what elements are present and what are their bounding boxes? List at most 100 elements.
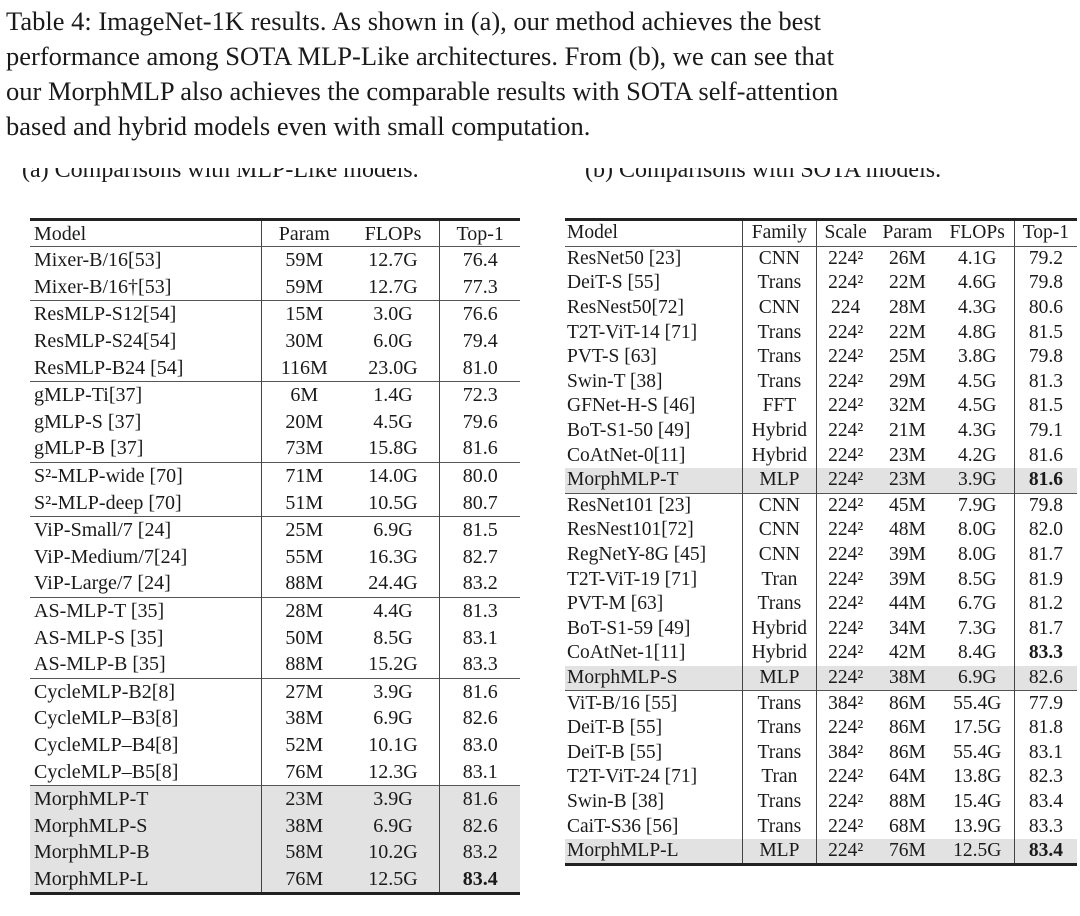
cell-top-1: 83.3 [439, 650, 520, 678]
cell-model: AS-MLP-B [35] [34, 653, 166, 676]
cell-top-1: 81.0 [439, 354, 520, 382]
table-row: S²-MLP-wide [70] 71M 14.0G 80.0 [30, 461, 520, 490]
caption-line: based and hybrid models even with small … [6, 111, 591, 141]
cell-family: CNN [741, 542, 817, 568]
cell-family: CNN [741, 492, 817, 519]
cell-top-1: 77.9 [1013, 690, 1077, 716]
cell-flops: 3.9G [346, 677, 440, 706]
cell-flops: 3.9G [346, 784, 440, 813]
cell-top-1: 83.1 [1013, 740, 1077, 766]
cell-param: 45M [874, 492, 941, 519]
cell-model: ResMLP-B24 [54] [34, 356, 184, 379]
cell-flops: 8.4G [957, 642, 997, 664]
cell-top-1: 81.6 [439, 784, 520, 813]
cell-model: Swin-T [38] [567, 370, 663, 392]
cell-flops: 7.3G [957, 617, 997, 639]
table-row: GFNet-H-S [46] FFT 224² 32M 4.5G 81.5 [565, 394, 1077, 419]
table-row: ResNest101[72] CNN 224² 48M 8.0G 82.0 [565, 518, 1077, 543]
cell-scale: 224 [816, 295, 875, 321]
cell-model: DeiT-B [55] [567, 741, 663, 763]
cell-model: gMLP-B [37] [34, 437, 144, 460]
table-row: CycleMLP–B4[8] 52M 10.1G 83.0 [30, 731, 520, 759]
cell-model: CycleMLP–B3[8] [34, 707, 179, 730]
caption-line: our MorphMLP also achieves the comparabl… [6, 76, 839, 106]
table-row: ResMLP-B24 [54] 116M 23.0G 81.0 [30, 354, 520, 382]
column-header: Model [565, 218, 743, 247]
cell-param: 25M [888, 346, 926, 368]
cell-flops: 13.9G [953, 815, 1002, 837]
cell-scale: 224² [816, 838, 875, 867]
table-row: DeiT-S [55] Trans 224² 22M 4.6G 79.8 [565, 271, 1077, 296]
cell-scale: 224² [816, 789, 875, 815]
cell-param: 68M [888, 815, 926, 837]
cell-scale: 224² [816, 665, 875, 691]
cell-scale: 224² [816, 418, 875, 444]
table-row: AS-MLP-S [35] 50M 8.5G 83.1 [30, 624, 520, 651]
cell-flops: 8.5G [957, 568, 997, 590]
cell-model: CoAtNet-0[11] [567, 444, 686, 466]
cell-scale: 224² [816, 394, 875, 419]
cell-family: Trans [741, 369, 817, 395]
cell-scale: 224² [816, 246, 875, 272]
cell-family: CNN [741, 295, 817, 321]
cell-family: MLP [741, 838, 817, 867]
cell-top-1: 76.4 [439, 246, 520, 274]
cell-family: CNN [741, 246, 817, 272]
table-row: DeiT-B [55] Trans 224² 86M 17.5G 81.8 [565, 715, 1077, 741]
cell-family: Hybrid [741, 418, 817, 444]
cell-family: Trans [741, 789, 817, 815]
cell-param: 73M [260, 435, 347, 463]
cell-family: Trans [741, 740, 817, 766]
cell-scale: 224² [816, 443, 875, 468]
cell-model: gMLP-Ti[37] [30, 380, 262, 409]
cell-param: 55M [260, 543, 347, 571]
table-row: Mixer-B/16†[53] 59M 12.7G 77.3 [30, 273, 520, 301]
cell-model: MorphMLP-L [565, 838, 743, 867]
cell-param: 88M [260, 570, 347, 598]
cell-family: FFT [741, 394, 817, 419]
table-row: gMLP-Ti[37] 6M 1.4G 72.3 [30, 380, 520, 409]
table-row: PVT-S [63] Trans 224² 25M 3.8G 79.8 [565, 344, 1077, 370]
cell-flops: 4.5G [957, 395, 997, 417]
cell-flops: 14.0G [346, 461, 440, 490]
cell-param: 38M [260, 812, 347, 840]
cell-top-1: 81.6 [439, 435, 520, 463]
cell-model: S²-MLP-deep [70] [34, 491, 182, 514]
cell-param: 23M [874, 467, 941, 494]
table-row: ResNet101 [23] CNN 224² 45M 7.9G 79.8 [565, 492, 1077, 519]
cell-flops: 8.0G [957, 544, 997, 566]
cell-flops: 4.1G [957, 247, 997, 269]
cell-top-1: 79.1 [1013, 418, 1077, 444]
cell-flops: 4.2G [957, 444, 997, 466]
cell-top-1: 83.2 [439, 570, 520, 598]
table-row: Swin-T [38] Trans 224² 29M 4.5G 81.3 [565, 369, 1077, 395]
cell-family: Trans [741, 814, 817, 839]
column-header: Top-1 [1013, 218, 1077, 247]
cell-top-1: 81.7 [1013, 616, 1077, 642]
cell-param: 28M [260, 596, 347, 625]
cell-param: 59M [260, 273, 347, 301]
cell-top-1: 82.3 [1013, 765, 1077, 790]
cell-top-1: 83.0 [439, 731, 520, 759]
caption-line: Table 4: ImageNet-1K results. As shown i… [6, 6, 822, 36]
cell-param: 25M [260, 515, 347, 544]
cell-top-1: 80.0 [439, 461, 520, 490]
cell-model: MorphMLP-T [30, 784, 262, 813]
table-row: T2T-ViT-19 [71] Tran 224² 39M 8.5G 81.9 [565, 567, 1077, 592]
table-row: ViP-Medium/7[24] 55M 16.3G 82.7 [30, 543, 520, 571]
table-row: ResMLP-S24[54] 30M 6.0G 79.4 [30, 327, 520, 355]
table-row: MorphMLP-T MLP 224² 23M 3.9G 81.6 [565, 467, 1077, 494]
table-row: BoT-S1-59 [49] Hybrid 224² 34M 7.3G 81.7 [565, 616, 1077, 642]
cell-top-1: 83.1 [439, 624, 520, 651]
cell-param: 38M [874, 665, 941, 691]
cell-top-1: 83.2 [439, 839, 520, 866]
table-row: DeiT-B [55] Trans 384² 86M 55.4G 83.1 [565, 740, 1077, 766]
cell-scale: 224² [816, 492, 875, 519]
cell-family: Tran [741, 567, 817, 592]
cell-param: 21M [888, 420, 926, 442]
cell-top-1: 72.3 [439, 380, 520, 409]
cell-top-1: 82.6 [439, 705, 520, 732]
table-row: RegNetY-8G [45] CNN 224² 39M 8.0G 81.7 [565, 542, 1077, 568]
caption-line: performance among SOTA MLP-Like architec… [6, 41, 834, 71]
cell-scale: 224² [816, 320, 875, 345]
